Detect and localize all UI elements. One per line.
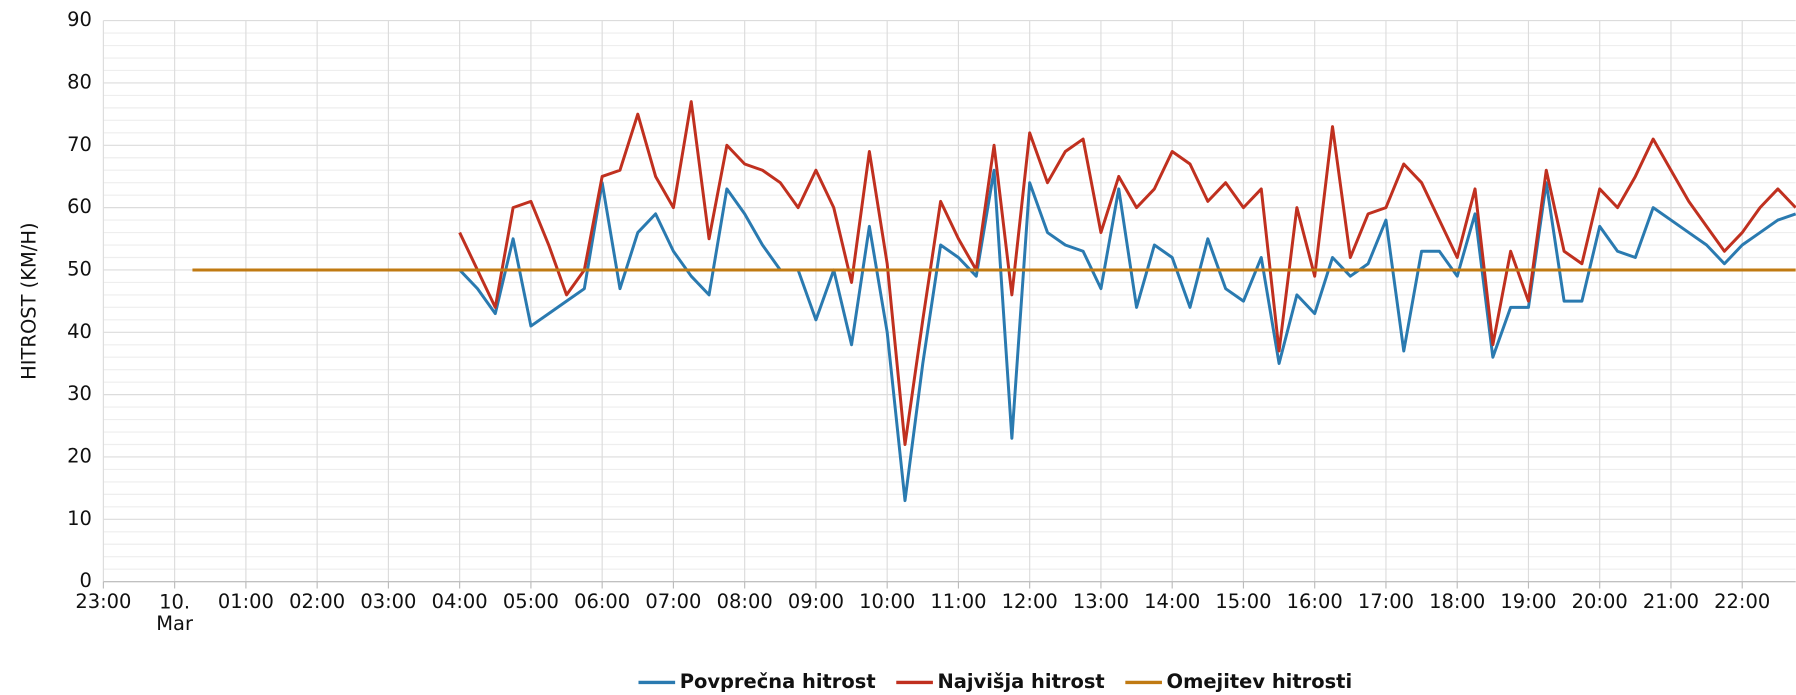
x-tick-label: 05:00 xyxy=(503,590,559,613)
y-tick-label: 80 xyxy=(67,70,92,93)
legend: Povprečna hitrost Najvišja hitrost Omejite… xyxy=(638,670,1352,693)
y-tick-label: 60 xyxy=(67,195,92,218)
x-tick-label: 01:00 xyxy=(218,590,274,613)
x-tick-label: 04:00 xyxy=(432,590,488,613)
x-tick-label: 10:00 xyxy=(859,590,915,613)
x-tick-label: 16:00 xyxy=(1287,590,1343,613)
legend-text: Omejitev hitrosti xyxy=(1167,670,1353,693)
y-tick-label: 10 xyxy=(67,507,92,530)
series-line xyxy=(458,168,1796,503)
x-tick-label: 02:00 xyxy=(289,590,345,613)
y-tick-label: 50 xyxy=(67,257,92,280)
x-tick-label: 11:00 xyxy=(930,590,986,613)
y-tick-label: 20 xyxy=(67,444,92,467)
x-tick-label: 19:00 xyxy=(1500,590,1556,613)
legend-text: Povprečna hitrost xyxy=(680,670,876,693)
x-tick-label: 17:00 xyxy=(1358,590,1414,613)
legend-text: Najvišja hitrost xyxy=(937,670,1104,693)
x-tick-label: 07:00 xyxy=(645,590,701,613)
y-tick-label: 70 xyxy=(67,133,92,156)
x-tick-label: 12:00 xyxy=(1002,590,1058,613)
x-tick-label: 14:00 xyxy=(1144,590,1200,613)
x-tick-label: 15:00 xyxy=(1215,590,1271,613)
y-tick-label: 0 xyxy=(80,569,92,592)
y-tick-label: 90 xyxy=(67,8,92,31)
x-tick-label: 18:00 xyxy=(1429,590,1485,613)
y-axis-label: HITROST (KM/H) xyxy=(18,222,41,379)
x-tick-label: 09:00 xyxy=(788,590,844,613)
x-tick-label: 03:00 xyxy=(360,590,416,613)
x-tick-label: 10. Mar xyxy=(156,590,193,635)
x-tick-label: 23:00 xyxy=(75,590,131,613)
x-tick-label: 13:00 xyxy=(1073,590,1129,613)
x-tick-label: 22:00 xyxy=(1714,590,1770,613)
x-tick-label: 20:00 xyxy=(1572,590,1628,613)
x-tick-label: 08:00 xyxy=(717,590,773,613)
series-line xyxy=(458,100,1796,446)
x-tick-label: 21:00 xyxy=(1643,590,1699,613)
y-tick-label: 40 xyxy=(67,320,92,343)
y-tick-label: 30 xyxy=(67,382,92,405)
x-tick-label: 06:00 xyxy=(574,590,630,613)
